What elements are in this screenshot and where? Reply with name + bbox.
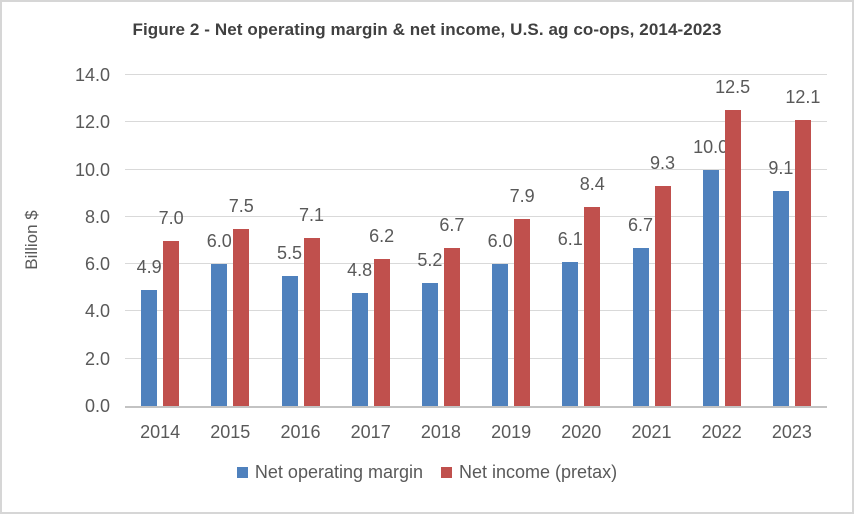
data-label-net-operating-margin-2014: 4.9 [136, 257, 162, 278]
data-label-net-operating-margin-2019: 6.0 [487, 231, 513, 252]
x-tick-label-2014: 2014 [140, 422, 181, 442]
data-label-net-operating-margin-2017: 4.8 [347, 259, 373, 280]
bar-net-income-pretax-2015 [233, 228, 250, 406]
legend-item-net-operating-margin: Net operating margin [236, 462, 424, 483]
plot-area: 4.9 7.0 6.0 7.5 5.5 7.1 4.8 6.2 5.2 6.7 6.0 7.9 6.1 8… [125, 74, 827, 408]
data-label-net-income-pretax-2017: 6.2 [369, 226, 395, 247]
y-tick-label: 4.0 [84, 301, 110, 322]
x-tick-label-2016: 2016 [280, 422, 321, 442]
data-label-net-income-pretax-2018: 6.7 [439, 214, 465, 235]
gridline [125, 310, 827, 312]
data-label-net-income-pretax-2022: 12.5 [715, 77, 751, 98]
bar-net-operating-margin-2020 [562, 261, 579, 406]
bar-net-income-pretax-2016 [303, 238, 320, 406]
legend-label-net-income: Net income (pretax) [459, 462, 618, 482]
data-label-net-operating-margin-2018: 5.2 [417, 250, 443, 271]
gridline [125, 357, 827, 359]
data-label-net-operating-margin-2015: 6.0 [206, 231, 232, 252]
gridline [125, 215, 827, 217]
x-tick-label-2017: 2017 [350, 422, 391, 442]
x-tick-label-2021: 2021 [631, 422, 672, 442]
bar-net-income-pretax-2014 [163, 240, 180, 406]
y-tick-label: 6.0 [84, 254, 110, 275]
legend-label-net-operating-margin: Net operating margin [254, 462, 424, 482]
data-label-net-income-pretax-2023: 12.1 [785, 86, 821, 107]
x-tick-label-2018: 2018 [420, 422, 461, 442]
data-label-net-income-pretax-2015: 7.5 [228, 195, 254, 216]
bar-net-operating-margin-2022 [702, 169, 719, 406]
legend-swatch-red-icon [441, 467, 453, 478]
bar-net-income-pretax-2023 [794, 119, 811, 406]
bar-net-operating-margin-2018 [421, 283, 438, 406]
data-label-net-operating-margin-2016: 5.5 [276, 242, 303, 263]
y-tick-label: 14.0 [74, 65, 110, 85]
x-tick-label-2015: 2015 [210, 422, 251, 442]
x-tick-label-2023: 2023 [771, 422, 812, 442]
legend-swatch-blue-icon [236, 467, 248, 478]
bar-net-income-pretax-2021 [654, 186, 671, 406]
legend-item-net-income: Net income (pretax) [441, 462, 617, 483]
data-label-net-operating-margin-2020: 6.1 [557, 228, 583, 249]
y-tick-label: 2.0 [84, 348, 110, 369]
bar-net-operating-margin-2021 [632, 247, 649, 406]
y-axis-title: Billion $ [22, 210, 41, 270]
data-label-net-income-pretax-2014: 7.0 [158, 207, 184, 228]
chart-title: Figure 2 - Net operating margin & net in… [132, 20, 722, 39]
data-label-net-income-pretax-2020: 8.4 [579, 174, 605, 195]
y-tick-label: 12.0 [74, 112, 110, 133]
bar-net-operating-margin-2023 [772, 190, 789, 406]
x-tick-label-2022: 2022 [701, 422, 742, 442]
gridline [125, 168, 827, 170]
data-label-net-income-pretax-2016: 7.1 [298, 205, 325, 226]
bar-net-income-pretax-2019 [514, 219, 531, 406]
data-label-net-operating-margin-2021: 6.7 [627, 214, 654, 235]
gridline [125, 263, 827, 265]
data-label-net-income-pretax-2019: 7.9 [509, 186, 535, 207]
bar-net-operating-margin-2015 [211, 264, 228, 406]
x-tick-label-2019: 2019 [491, 422, 532, 442]
bar-net-operating-margin-2019 [492, 264, 509, 406]
bar-net-income-pretax-2020 [584, 207, 601, 406]
bar-net-operating-margin-2017 [351, 292, 368, 406]
data-label-net-operating-margin-2023: 9.1 [768, 157, 794, 178]
gridline [125, 121, 827, 123]
data-label-net-operating-margin-2022: 10.0 [693, 136, 729, 157]
y-tick-label: 0.0 [84, 396, 110, 416]
x-tick-label-2020: 2020 [561, 422, 602, 442]
legend: Net operating margin Net income (pretax) [2, 462, 852, 483]
bar-net-income-pretax-2017 [373, 259, 390, 406]
bar-net-income-pretax-2018 [443, 247, 460, 406]
y-tick-label: 8.0 [84, 206, 110, 227]
bar-net-income-pretax-2022 [724, 110, 741, 406]
bar-net-operating-margin-2014 [141, 290, 158, 406]
bar-net-operating-margin-2016 [281, 275, 298, 406]
y-tick-label: 10.0 [74, 159, 110, 180]
data-label-net-income-pretax-2021: 9.3 [649, 153, 676, 174]
gridline [125, 74, 827, 75]
